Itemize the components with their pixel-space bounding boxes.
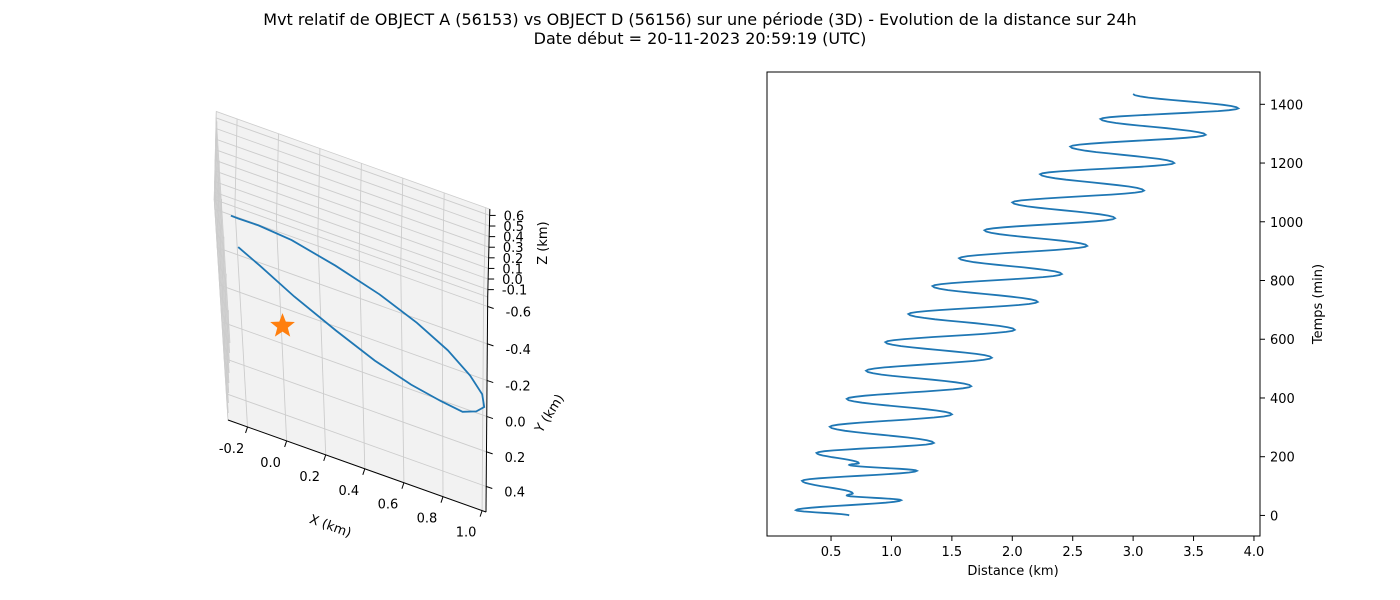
grid-line-z [213, 191, 489, 414]
grid-line-z [215, 127, 490, 354]
x-tick-label: 0.2 [299, 470, 320, 485]
y-tick-label: 0.2 [505, 451, 526, 466]
x-tick-label: 3.5 [1183, 545, 1204, 560]
y-tick-label: 0.0 [505, 416, 526, 431]
z-tick-label: 0.1 [502, 262, 523, 277]
x-tick [440, 496, 444, 503]
figure-title-line1: Mvt relatif de OBJECT A (56153) vs OBJEC… [263, 10, 1136, 29]
chart-3d-trajectory: -0.2 0.0 0.2 0.4 0.6 0.8 1.0 -0.6 -0.4 -0.2 0.0 0.2… [213, 110, 568, 541]
z-axis-label: Z (km) [536, 221, 551, 264]
grid-line-x [358, 163, 366, 469]
x-tick-label: 0.0 [260, 456, 281, 471]
plot-frame [766, 71, 1261, 537]
grid-line-z [214, 149, 490, 374]
grid-line-x [275, 133, 288, 441]
y-tick [486, 451, 493, 455]
y-tick [487, 380, 494, 384]
grid-line-z [214, 180, 489, 404]
z-tick-label: 0.3 [503, 241, 524, 256]
grid-line-x [400, 177, 405, 483]
x-tick-label: 3.0 [1123, 545, 1144, 560]
x-tick-label: 0.6 [378, 498, 399, 513]
z-tick-label: 0.4 [503, 231, 524, 246]
y-tick-label: -0.6 [506, 305, 531, 320]
x-tick [284, 440, 288, 448]
y-tick-label: -0.2 [505, 380, 530, 395]
z-tick-label: -0.1 [502, 284, 527, 299]
grid-line-x [441, 192, 445, 497]
grid-line-z [215, 117, 490, 344]
trajectory-line [230, 214, 486, 413]
y-tick-label: 800 [1270, 275, 1295, 290]
axes-3d: -0.2 0.0 0.2 0.4 0.6 0.8 1.0 -0.6 -0.4 -0.2 0.0 0.2… [219, 209, 531, 541]
y-tick-label: 600 [1270, 333, 1295, 348]
y-tick [487, 343, 494, 347]
x-tick [245, 426, 249, 434]
y-tick-label: 0.4 [504, 485, 525, 500]
grid-line-z [215, 138, 490, 364]
y-tick-label: 0 [1270, 509, 1278, 524]
x-tick [401, 482, 405, 489]
y-tick-label: 1400 [1270, 98, 1303, 113]
y-tick-label: 400 [1270, 392, 1295, 407]
grid-line-x [234, 118, 248, 428]
x-axis-label: Distance (km) [967, 564, 1058, 579]
y-tick-label: 200 [1270, 451, 1295, 466]
figure-title-line2: Date début = 20-11-2023 20:59:19 (UTC) [534, 29, 867, 48]
grid-line-x [481, 207, 487, 511]
y-axis-label: Temps (min) [1311, 264, 1326, 345]
y-axis-label: Y (km) [532, 392, 568, 437]
z-tick-label: 0.6 [504, 209, 525, 224]
x-tick-label: 2.0 [1002, 545, 1023, 560]
x-tick-label: 0.8 [417, 512, 438, 527]
x-tick-label: -0.2 [219, 442, 244, 457]
y-tick-label: -0.4 [505, 343, 530, 358]
x-tick-label: 2.5 [1062, 545, 1083, 560]
x-axis-ticks: 0.5 1.0 1.5 2.0 2.5 3.0 3.5 4.0 [821, 536, 1265, 560]
reference-star-marker [270, 313, 295, 337]
x-tick [479, 510, 483, 517]
y-axis-line [485, 297, 489, 513]
x-tick-label: 1.0 [881, 545, 902, 560]
z-tick-label: 0.2 [503, 252, 524, 267]
x-axis-label: X (km) [307, 512, 353, 541]
grid-line-x [317, 148, 327, 455]
z-axis-line [487, 209, 491, 298]
z-tick-label: 0.5 [503, 220, 524, 235]
distance-line [793, 93, 1241, 517]
y-tick [487, 306, 494, 309]
grid-line-z [214, 159, 489, 384]
y-tick [486, 486, 493, 489]
x-tick-label: 0.4 [338, 484, 359, 499]
y-axis-ticks: 0 200 400 600 800 1000 1200 1400 [1260, 98, 1303, 524]
chart-distance-time: 0.5 1.0 1.5 2.0 2.5 3.0 3.5 4.0 0 200 400 600 800 10… [766, 71, 1326, 579]
grid-3d [213, 117, 490, 511]
grid-line-z [214, 170, 489, 394]
x-tick-label: 1.0 [456, 526, 477, 541]
x-tick-label: 0.5 [821, 545, 842, 560]
y-tick [486, 416, 494, 420]
x-tick-label: 1.5 [942, 545, 963, 560]
x-tick [362, 468, 366, 475]
x-tick-label: 4.0 [1244, 545, 1265, 560]
y-tick-label: 1200 [1270, 157, 1303, 172]
x-tick [323, 454, 327, 462]
y-tick-label: 1000 [1270, 216, 1303, 231]
z-tick-label: 0.0 [502, 273, 523, 288]
